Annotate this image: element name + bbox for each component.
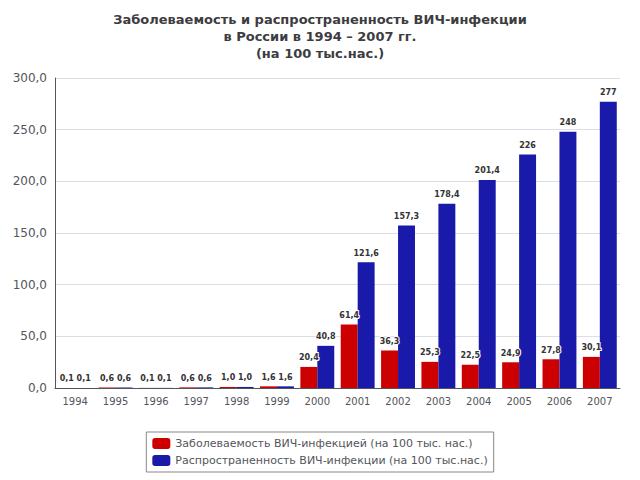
svg-text:36,3: 36,3: [380, 337, 400, 346]
svg-text:0,0: 0,0: [28, 381, 47, 395]
svg-text:0,1: 0,1: [140, 374, 155, 383]
svg-text:1998: 1998: [224, 396, 249, 407]
svg-text:2007: 2007: [587, 396, 612, 407]
svg-text:27,8: 27,8: [541, 346, 561, 355]
svg-text:150,0: 150,0: [13, 226, 47, 240]
svg-text:0,6: 0,6: [181, 374, 196, 383]
svg-text:0,6: 0,6: [117, 374, 132, 383]
svg-text:Распространенность ВИЧ-инфекци: Распространенность ВИЧ-инфекции (на 100 …: [175, 454, 487, 467]
svg-text:1,0: 1,0: [221, 373, 236, 382]
svg-text:1994: 1994: [62, 396, 87, 407]
svg-text:0,1: 0,1: [60, 374, 75, 383]
svg-text:0,1: 0,1: [77, 374, 92, 383]
svg-text:в России в 1994 – 2007 гг.: в России в 1994 – 2007 гг.: [223, 29, 416, 44]
svg-text:0,6: 0,6: [198, 374, 213, 383]
svg-text:2002: 2002: [385, 396, 410, 407]
svg-text:2001: 2001: [345, 396, 370, 407]
svg-text:300,0: 300,0: [13, 71, 47, 85]
svg-text:1,0: 1,0: [238, 373, 253, 382]
svg-text:226: 226: [519, 141, 536, 150]
svg-text:(на 100 тыс.нас.): (на 100 тыс.нас.): [256, 46, 384, 61]
svg-text:1995: 1995: [103, 396, 128, 407]
svg-text:25,3: 25,3: [420, 348, 440, 357]
svg-text:178,4: 178,4: [434, 190, 460, 199]
svg-text:24,9: 24,9: [501, 349, 521, 358]
svg-text:250,0: 250,0: [13, 123, 47, 137]
svg-text:157,3: 157,3: [394, 212, 419, 221]
svg-text:22,5: 22,5: [460, 351, 480, 360]
svg-text:1996: 1996: [143, 396, 168, 407]
svg-text:2006: 2006: [547, 396, 572, 407]
svg-text:40,8: 40,8: [316, 332, 336, 341]
svg-text:20,4: 20,4: [299, 353, 319, 362]
svg-text:1999: 1999: [264, 396, 289, 407]
svg-text:248: 248: [560, 118, 577, 127]
svg-text:201,4: 201,4: [475, 166, 501, 175]
svg-text:100,0: 100,0: [13, 278, 47, 292]
svg-text:277: 277: [600, 88, 617, 97]
svg-text:121,6: 121,6: [353, 249, 379, 258]
svg-text:61,4: 61,4: [339, 311, 359, 320]
svg-text:0,1: 0,1: [157, 374, 172, 383]
svg-text:2004: 2004: [466, 396, 491, 407]
svg-text:30,1: 30,1: [581, 343, 601, 352]
svg-text:200,0: 200,0: [13, 174, 47, 188]
svg-text:Заболеваемость и распространен: Заболеваемость и распространенность ВИЧ-…: [113, 12, 527, 27]
svg-text:1,6: 1,6: [261, 373, 276, 382]
svg-text:2000: 2000: [305, 396, 330, 407]
svg-text:2003: 2003: [426, 396, 451, 407]
svg-text:1997: 1997: [184, 396, 209, 407]
svg-text:0,6: 0,6: [100, 374, 115, 383]
svg-text:50,0: 50,0: [20, 329, 47, 343]
svg-text:Заболеваемость ВИЧ-инфекцией (: Заболеваемость ВИЧ-инфекцией (на 100 тыс…: [175, 437, 472, 450]
svg-text:1,6: 1,6: [278, 373, 293, 382]
svg-text:2005: 2005: [506, 396, 531, 407]
